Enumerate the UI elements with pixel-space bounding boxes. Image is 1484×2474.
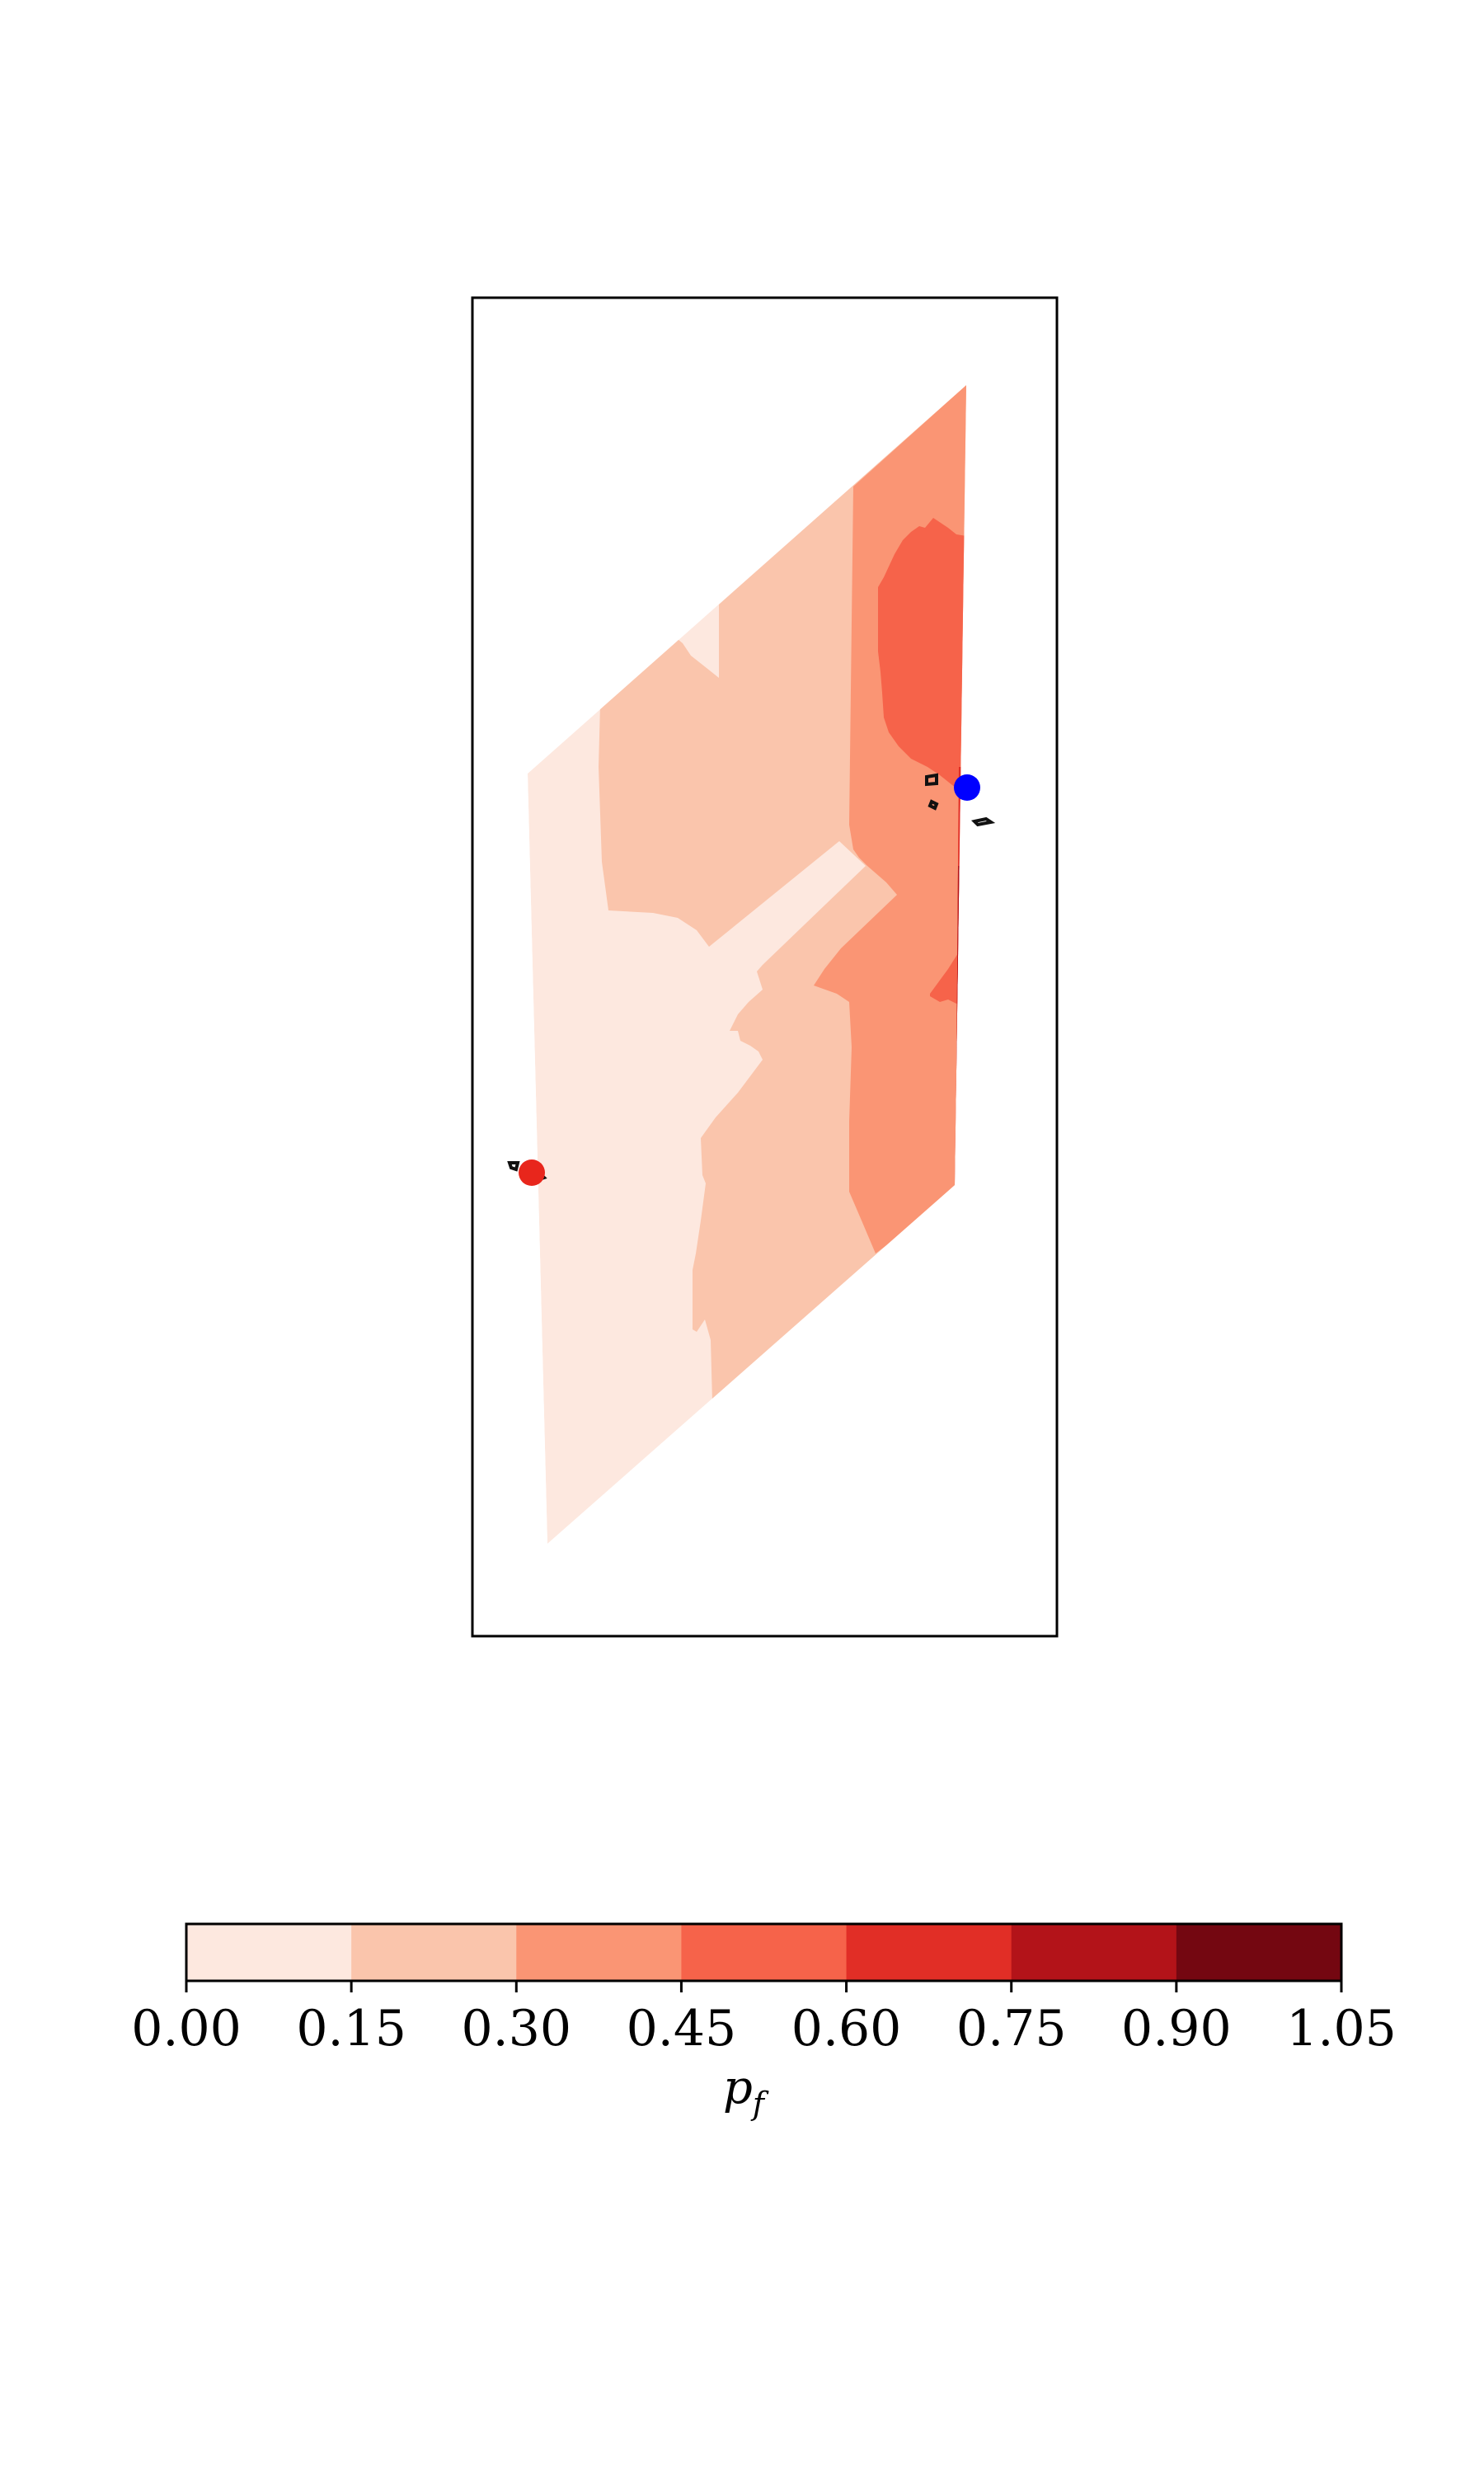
- colorbar-tick-label: 0.30: [461, 2000, 571, 2058]
- contour-field: [528, 385, 966, 1544]
- colorbar-label-main: p: [723, 2061, 753, 2114]
- contour-outline: [928, 799, 939, 811]
- colorbar-segment: [1011, 1924, 1177, 1981]
- colorbar-tick-label: 0.45: [627, 2000, 737, 2058]
- colorbar-tick-label: 1.05: [1286, 2000, 1397, 2058]
- colorbar-segment: [516, 1924, 682, 1981]
- colorbar-tick-label: 0.90: [1121, 2000, 1232, 2058]
- colorbar-segment: [846, 1924, 1012, 1981]
- contour-level-3-core: [878, 518, 966, 796]
- source-marker: [954, 774, 980, 801]
- colorbar-segment: [1176, 1924, 1342, 1981]
- colorbar-tick-label: 0.60: [791, 2000, 902, 2058]
- colorbar-tick-label: 0.75: [956, 2000, 1067, 2058]
- colorbar-segments: [186, 1924, 1342, 1981]
- colorbar-segment: [186, 1924, 352, 1981]
- colorbar-ticks: 0.00 0.15 0.30 0.45 0.60 0.75 0.90 1.05: [131, 1981, 1397, 2058]
- colorbar-tick-label: 0.00: [131, 2000, 242, 2058]
- axes-frame: [471, 296, 1059, 1638]
- colorbar-frame: [185, 1922, 1343, 1982]
- contour-outline: [507, 1161, 520, 1172]
- contour-outline: [925, 773, 938, 787]
- colorbar-segment: [351, 1924, 517, 1981]
- colorbar: 0.00 0.15 0.30 0.45 0.60 0.75 0.90 1.05 pf: [131, 1922, 1397, 2122]
- plot-area: [471, 296, 1059, 1638]
- target-marker: [519, 1159, 545, 1186]
- colorbar-tick-label: 0.15: [296, 2000, 406, 2058]
- contour-outline: [970, 816, 996, 827]
- colorbar-segment: [681, 1924, 848, 1981]
